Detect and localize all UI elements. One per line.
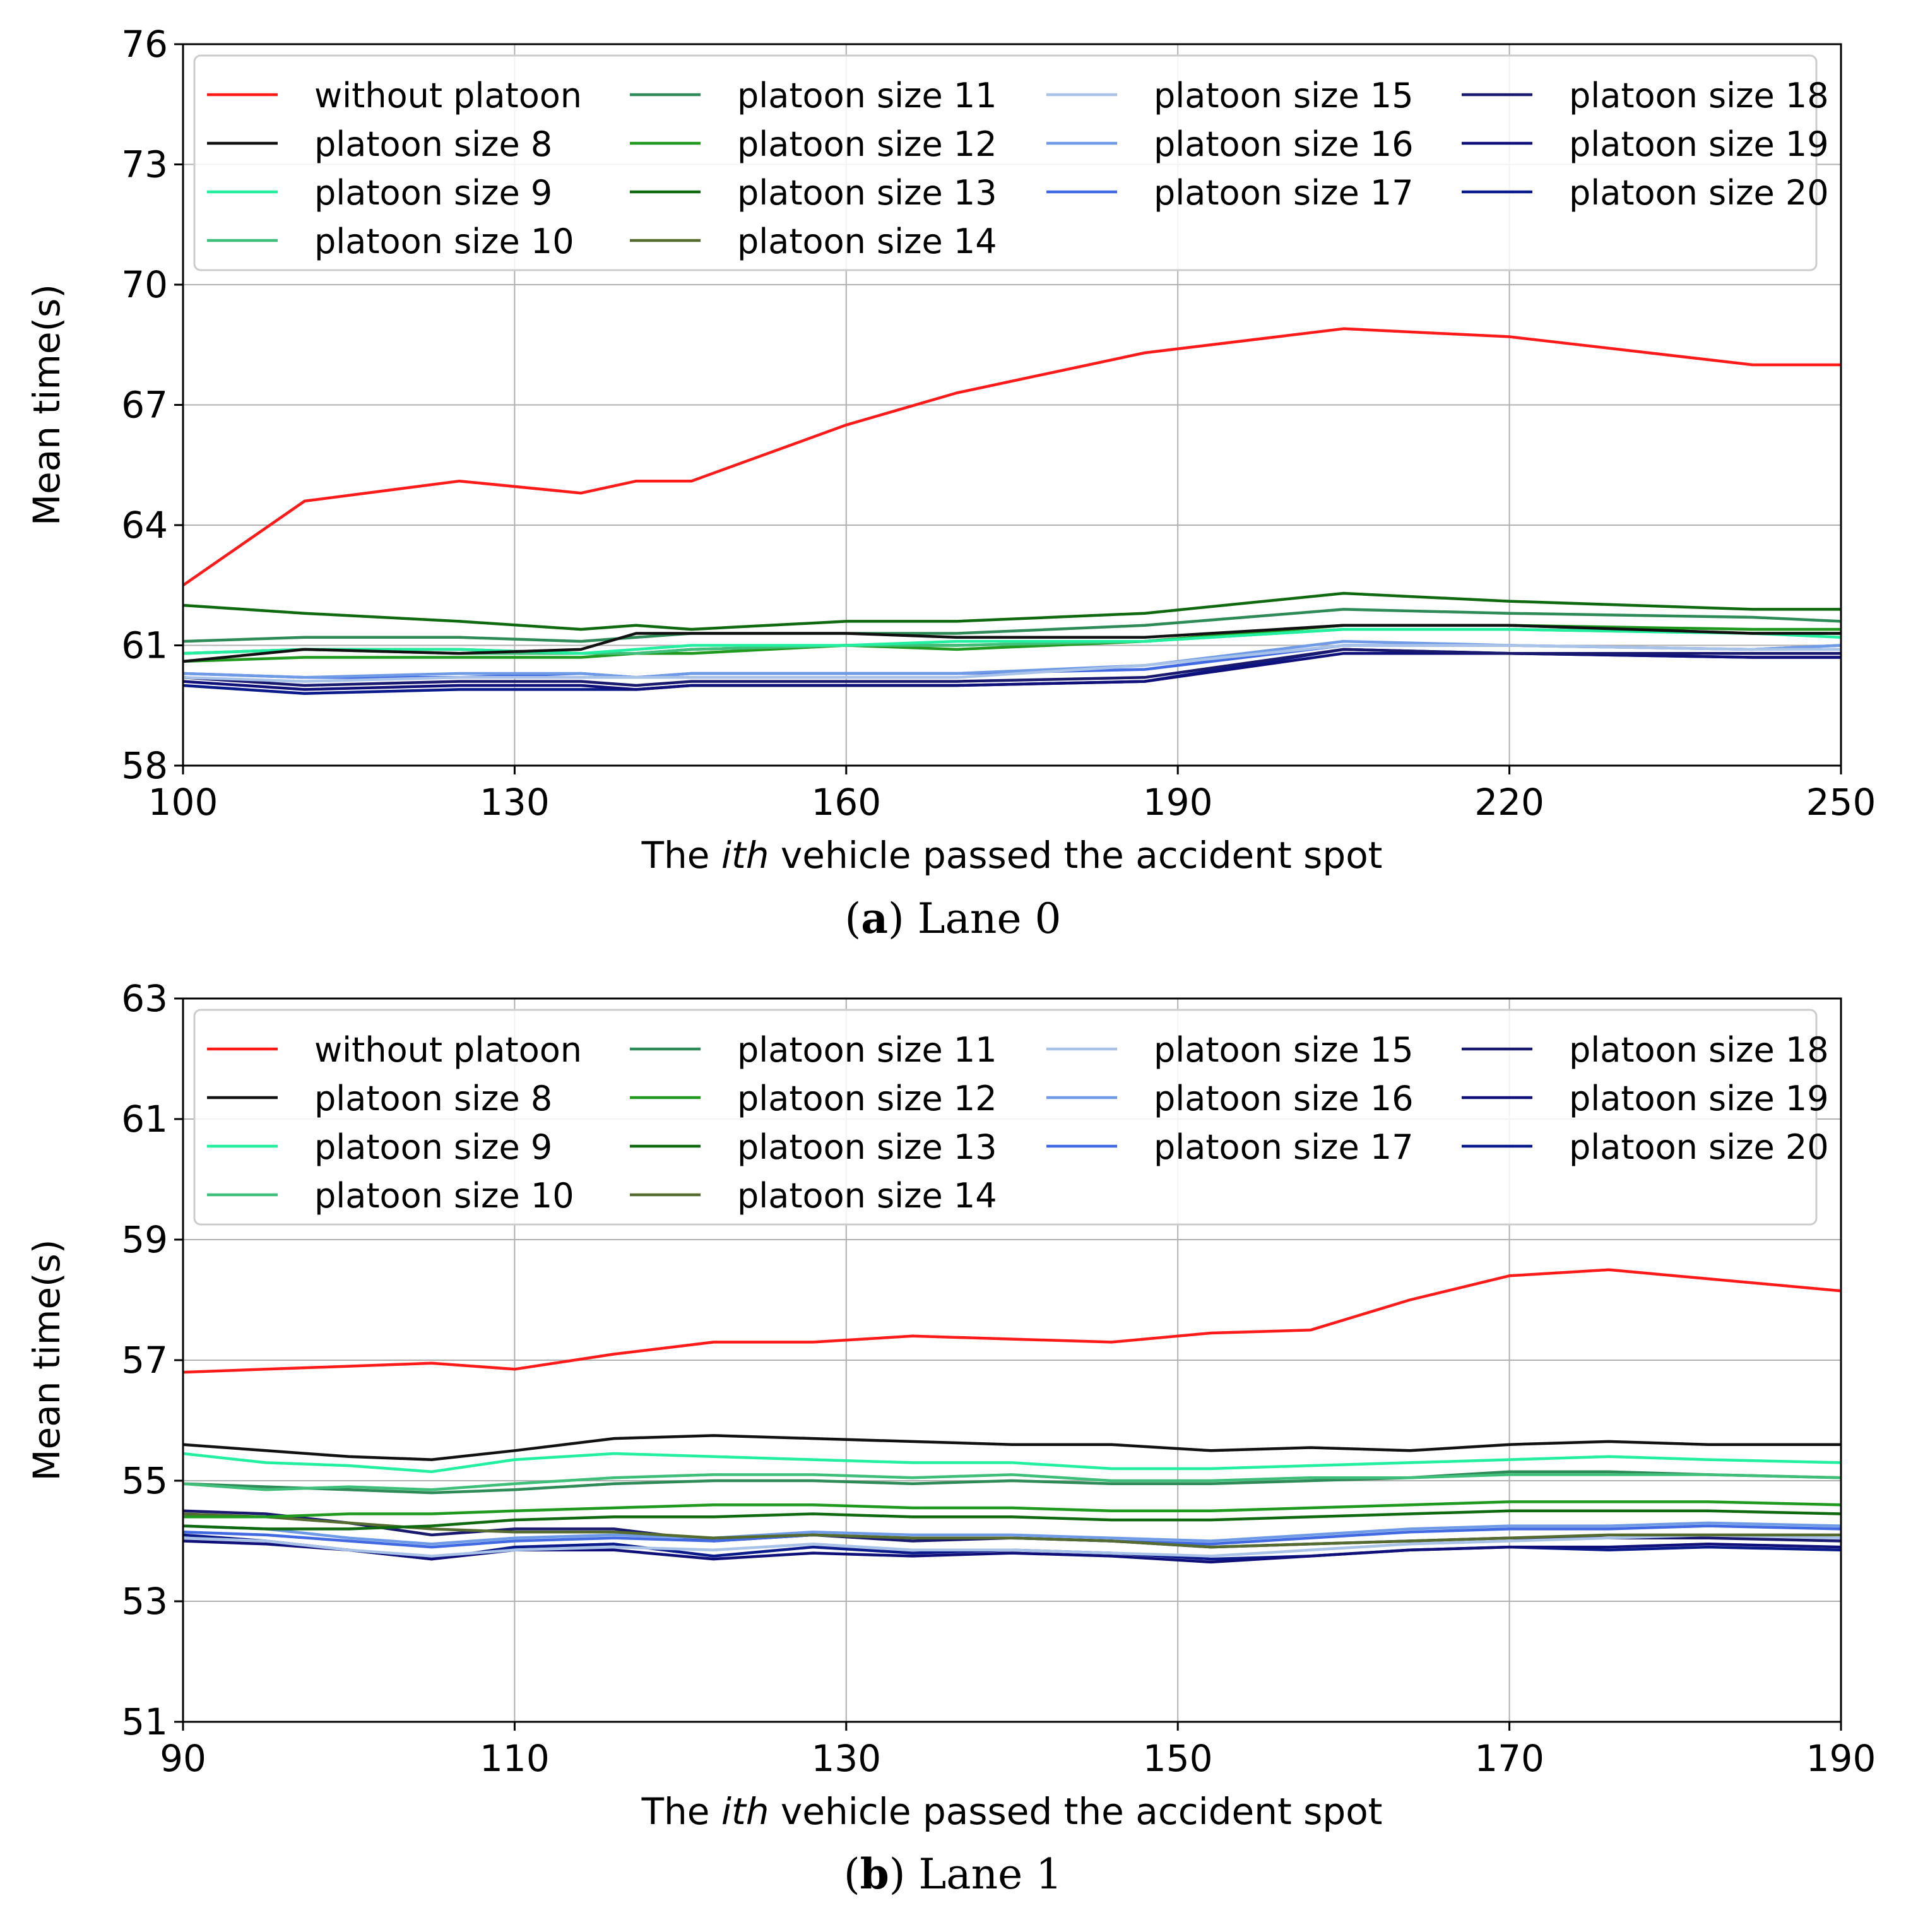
panel-caption: (a) Lane 0 — [845, 894, 1062, 943]
x-tick-label: 170 — [1474, 1737, 1544, 1780]
series-line-platoon-size-8 — [183, 1434, 1841, 1461]
y-tick-label: 73 — [121, 143, 168, 186]
series-lines — [183, 327, 1841, 695]
x-tick-label: 110 — [480, 1737, 550, 1780]
series-line-platoon-size-18 — [183, 648, 1841, 687]
y-tick-label: 51 — [121, 1700, 168, 1743]
legend-label: platoon size 14 — [737, 222, 997, 261]
legend-label: without platoon — [314, 1030, 582, 1070]
series-line-platoon-size-11 — [183, 1470, 1841, 1495]
y-tick-label: 59 — [121, 1218, 168, 1261]
legend-label: platoon size 15 — [1154, 76, 1414, 116]
legend-label: platoon size 12 — [737, 1079, 997, 1118]
x-tick-label: 100 — [148, 781, 218, 824]
legend-label: platoon size 14 — [737, 1176, 997, 1216]
legend-label: platoon size 17 — [1154, 1127, 1414, 1167]
y-tick-label: 64 — [121, 504, 168, 547]
legend-label: platoon size 9 — [314, 1127, 552, 1167]
chart-panel-b: 90 110 130 150 170 190 51 53 55 57 59 61 63 The ith v… — [25, 977, 1876, 1899]
legend-label: platoon size 15 — [1154, 1030, 1414, 1070]
y-tick-label: 76 — [121, 23, 168, 66]
x-tick-label: 130 — [480, 781, 550, 824]
series-line-platoon-size-13 — [183, 591, 1841, 631]
chart-panel-a: 100 130 160 190 220 250 58 61 64 67 70 73 76 The ith … — [25, 23, 1876, 943]
series-line-without-platoon — [183, 1268, 1841, 1374]
legend-label: platoon size 19 — [1569, 1079, 1829, 1118]
x-tick-label: 190 — [1143, 781, 1213, 824]
legend-label: platoon size 10 — [314, 1176, 574, 1216]
y-axis-label: Mean time(s) — [25, 284, 68, 526]
legend-label: without platoon — [314, 76, 582, 116]
legend-label: platoon size 13 — [737, 173, 997, 213]
series-line-platoon-size-19 — [183, 1539, 1841, 1564]
legend-label: platoon size 20 — [1569, 1127, 1829, 1167]
series-line-platoon-size-12 — [183, 1500, 1841, 1519]
x-tick-label: 130 — [811, 1737, 881, 1780]
legend-box — [193, 1009, 1818, 1226]
y-tick-label: 57 — [121, 1339, 168, 1382]
x-axis-label: The ith vehicle passed the accident spot — [641, 834, 1383, 877]
y-tick-label: 70 — [121, 263, 168, 306]
legend-label: platoon size 18 — [1569, 76, 1829, 116]
legend-label: platoon size 18 — [1569, 1030, 1829, 1070]
legend-label: platoon size 11 — [737, 76, 997, 116]
y-tick-label: 55 — [121, 1459, 168, 1502]
x-tick-label: 220 — [1474, 781, 1544, 824]
y-tick-label: 67 — [121, 384, 168, 427]
legend-label: platoon size 19 — [1569, 124, 1829, 164]
y-tick-label: 61 — [121, 1098, 168, 1141]
x-tick-label: 250 — [1806, 781, 1876, 824]
series-line-platoon-size-8 — [183, 624, 1841, 663]
series-lines — [183, 1268, 1841, 1564]
legend-label: platoon size 8 — [314, 124, 552, 164]
legend-label: platoon size 16 — [1154, 1079, 1414, 1118]
legend-label: platoon size 10 — [314, 222, 574, 261]
x-tick-label: 150 — [1143, 1737, 1213, 1780]
series-line-platoon-size-15 — [183, 1533, 1841, 1558]
series-line-platoon-size-15 — [183, 644, 1841, 683]
y-axis-label: Mean time(s) — [25, 1240, 68, 1481]
series-line-platoon-size-13 — [183, 1509, 1841, 1531]
x-axis-label: The ith vehicle passed the accident spot — [641, 1790, 1383, 1833]
legend-label: platoon size 13 — [737, 1127, 997, 1167]
legend-label: platoon size 8 — [314, 1079, 552, 1118]
legend: without platoon platoon size 8 platoon siz… — [193, 54, 1829, 271]
y-tick-label: 61 — [121, 624, 168, 667]
x-tick-label: 190 — [1806, 1737, 1876, 1780]
y-tick-label: 53 — [121, 1580, 168, 1623]
legend-label: platoon size 9 — [314, 173, 552, 213]
y-tick-label: 63 — [121, 977, 168, 1020]
x-tick-label: 160 — [811, 781, 881, 824]
legend-label: platoon size 12 — [737, 124, 997, 164]
series-line-platoon-size-9 — [183, 1452, 1841, 1473]
panel-caption: (b) Lane 1 — [844, 1849, 1062, 1899]
legend-label: platoon size 17 — [1154, 173, 1414, 213]
series-line-without-platoon — [183, 327, 1841, 587]
x-tick-label: 90 — [160, 1737, 206, 1780]
legend: without platoon platoon size 8 platoon siz… — [193, 1009, 1829, 1226]
series-line-platoon-size-14 — [183, 1512, 1841, 1549]
legend-label: platoon size 20 — [1569, 173, 1829, 213]
series-line-platoon-size-9 — [183, 627, 1841, 655]
series-line-platoon-size-16 — [183, 1521, 1841, 1546]
legend-box — [193, 54, 1818, 271]
y-tick-label: 58 — [121, 744, 168, 787]
legend-label: platoon size 16 — [1154, 124, 1414, 164]
series-line-platoon-size-10 — [183, 1473, 1841, 1491]
legend-label: platoon size 11 — [737, 1030, 997, 1070]
